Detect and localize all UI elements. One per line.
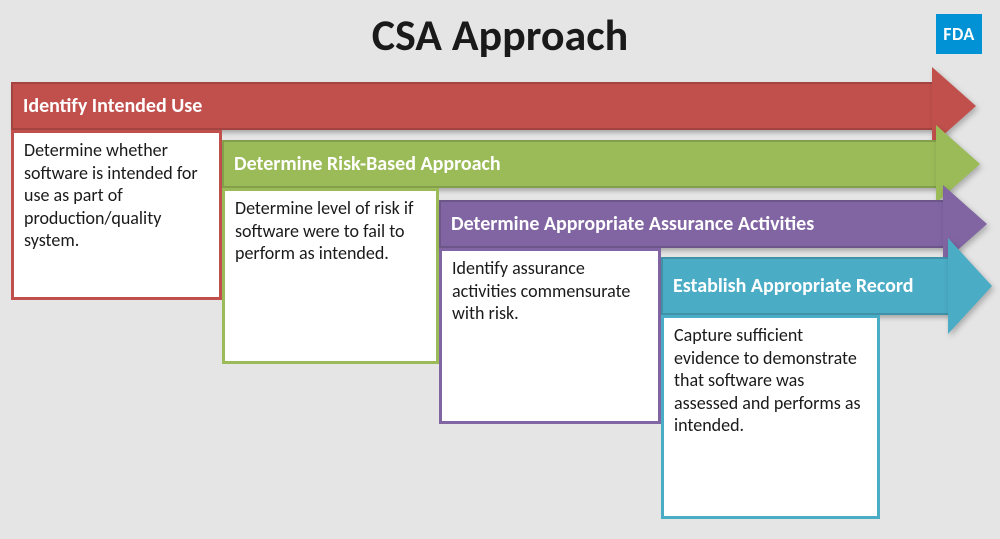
arrow-head-icon (948, 238, 992, 334)
stage-description-determine-risk-based: Determine level of risk if software were… (222, 188, 439, 364)
stage-header: Identify Intended Use (11, 82, 933, 130)
stage-arrow-determine-risk-based: Determine Risk-Based Approach (222, 140, 980, 188)
stage-arrow-determine-assurance: Determine Appropriate Assurance Activiti… (439, 200, 987, 248)
stage-description-establish-record: Capture sufficient evidence to demonstra… (661, 315, 880, 519)
page-title: CSA Approach (0, 0, 1000, 62)
fda-logo: FDA (936, 14, 982, 54)
stage-description-determine-assurance: Identify assurance activities commensura… (439, 248, 661, 424)
stage-header: Determine Risk-Based Approach (222, 140, 937, 188)
stage-header: Establish Appropriate Record (661, 257, 949, 315)
stage-arrow-identify-intended-use: Identify Intended Use (11, 82, 976, 130)
stage-description-identify-intended-use: Determine whether software is intended f… (11, 130, 222, 300)
stage-header: Determine Appropriate Assurance Activiti… (439, 200, 944, 248)
stage-arrow-establish-record: Establish Appropriate Record (661, 257, 992, 315)
